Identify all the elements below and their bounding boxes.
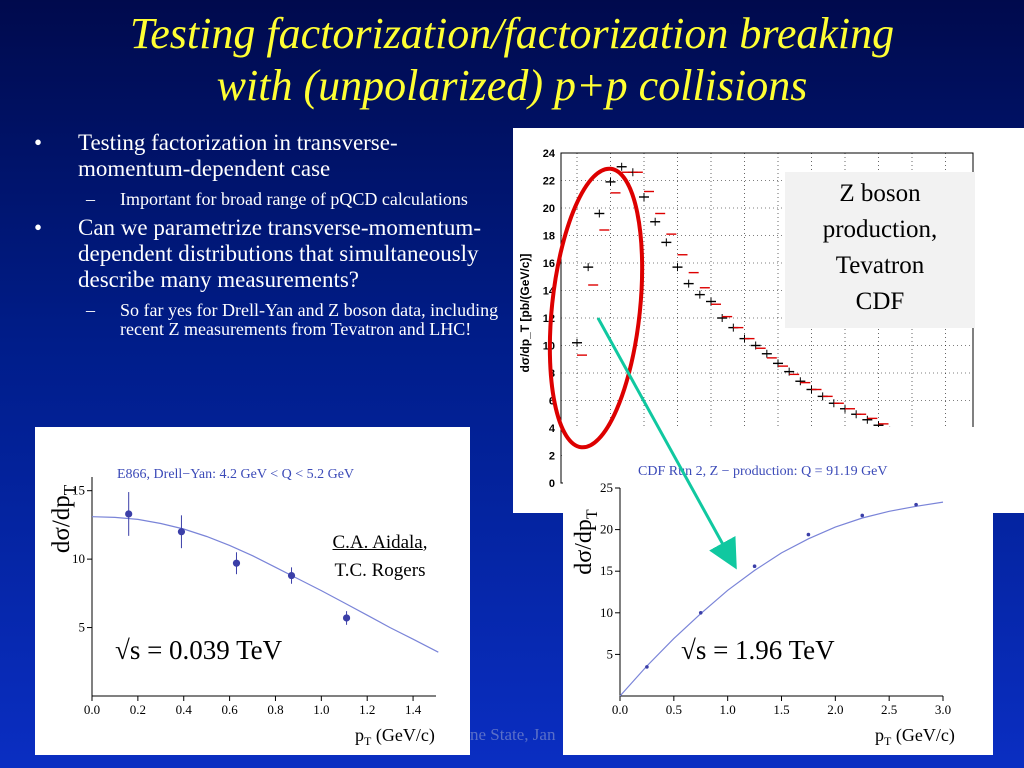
cdf-label-box: Z boson production, Tevatron CDF: [785, 172, 975, 328]
x-tick-label: 1.5: [773, 702, 789, 717]
bullet-2-text: Can we parametrize transverse-momentum-d…: [78, 215, 481, 292]
bullet-dot: •: [34, 215, 43, 240]
data-point: [806, 532, 811, 537]
sub-bullet-2-text: So far yes for Drell-Yan and Z boson dat…: [120, 300, 499, 339]
title-line-2: with (unpolarized) p+p collisions: [216, 61, 808, 110]
y-tick-label: 15: [72, 483, 85, 498]
y-tick-label: 10: [600, 605, 613, 620]
root-y-tick-label: 6: [549, 396, 555, 408]
data-point: [342, 614, 351, 622]
bullet-list: • Testing factorization in transverse-mo…: [30, 130, 500, 345]
root-y-tick-label: 16: [543, 258, 555, 270]
data-point: [752, 564, 757, 569]
drell-yan-title: E866, Drell−Yan: 4.2 GeV < Q < 5.2 GeV: [117, 467, 354, 482]
drell-yan-annotation: √s = 0.039 TeV: [115, 635, 283, 665]
x-tick-label: 2.0: [827, 702, 843, 717]
data-point: [698, 611, 703, 615]
x-tick-label: 2.5: [881, 702, 897, 717]
y-tick-label: 5: [607, 646, 614, 661]
data-point: [287, 571, 296, 580]
x-tick-label: 1.0: [313, 702, 329, 717]
cdf-label-line-1: Z boson: [839, 180, 921, 207]
root-y-tick-label: 4: [549, 423, 556, 435]
fit-curve: [619, 501, 944, 697]
x-tick-label: 0.0: [612, 702, 628, 717]
root-y-tick-label: 2: [549, 451, 555, 463]
y-tick-label: 15: [600, 563, 613, 578]
drell-yan-plot: E866, Drell−Yan: 4.2 GeV < Q < 5.2 GeV 0…: [48, 467, 439, 748]
data-point: [125, 510, 133, 518]
x-tick-label: 0.2: [130, 702, 146, 717]
cdf-z-fit: [619, 501, 944, 697]
data-point: [645, 665, 649, 669]
cdf-label-line-3: Tevatron: [835, 252, 925, 279]
root-y-tick-label: 20: [543, 203, 555, 215]
x-tick-label: 0.4: [176, 702, 193, 717]
y-tick-label: 5: [79, 620, 86, 635]
x-tick-label: 1.2: [359, 702, 375, 717]
root-y-label: dσ/dp_T [pb/(GeV/c)]: [518, 254, 532, 373]
drell-yan-panel: E866, Drell−Yan: 4.2 GeV < Q < 5.2 GeV 0…: [35, 427, 470, 755]
bullet-dot: •: [34, 130, 43, 155]
bullet-dash: –: [86, 300, 95, 320]
sub-bullet-2: – So far yes for Drell-Yan and Z boson d…: [86, 301, 500, 339]
x-tick-label: 1.0: [720, 702, 736, 717]
x-tick-label: 1.4: [405, 702, 422, 717]
drell-yan-y-label: dσ/dpT: [48, 484, 79, 553]
data-point: [860, 513, 865, 518]
bullet-dash: –: [86, 189, 95, 209]
fit-curve: [91, 516, 439, 653]
cdf-z-axes: 0.0 0.5 1.0 1.5 2.0 2.5 3.0 5 10 15 20 25: [600, 480, 951, 717]
bullet-1: • Testing factorization in transverse-mo…: [30, 130, 500, 182]
x-tick-label: 0.5: [666, 702, 682, 717]
sub-bullet-1-text: Important for broad range of pQCD calcul…: [120, 189, 468, 209]
root-y-tick-label: 14: [543, 286, 556, 298]
drell-yan-fit: [91, 516, 439, 653]
drell-yan-points: [125, 492, 351, 625]
y-tick-label: 25: [600, 480, 613, 495]
sub-bullet-1: – Important for broad range of pQCD calc…: [86, 190, 500, 209]
y-tick-label: 10: [72, 551, 85, 566]
root-y-tick-label: 22: [543, 176, 555, 188]
cdf-z-plot: CDF Run 2, Z − production: Q = 91.19 GeV…: [571, 464, 955, 748]
cdf-z-annotation: √s = 1.96 TeV: [681, 635, 835, 665]
credit-separator: ,: [422, 532, 428, 553]
cdf-z-title: CDF Run 2, Z − production: Q = 91.19 GeV: [638, 464, 888, 479]
title-line-1: Testing factorization/factorization brea…: [129, 9, 895, 58]
data-point: [232, 559, 241, 567]
root-y-tick-label: 12: [543, 313, 555, 325]
credit-name-2: T.C. Rogers: [334, 560, 426, 581]
data-point: [914, 502, 918, 507]
credit-name-1: C.A. Aidala: [332, 532, 423, 553]
cdf-z-panel: CDF Run 2, Z − production: Q = 91.19 GeV…: [563, 427, 993, 755]
x-tick-label: 3.0: [935, 702, 951, 717]
x-tick-label: 0.8: [267, 702, 283, 717]
root-y-tick-label: 8: [549, 368, 555, 380]
data-point: [177, 528, 186, 536]
cdf-z-points: [645, 502, 918, 669]
cdf-label-line-2: production,: [822, 216, 938, 243]
cdf-label-line-4: CDF: [855, 288, 905, 315]
root-y-tick-label: 10: [543, 341, 555, 353]
root-y-tick-label: 0: [549, 478, 555, 490]
y-tick-label: 20: [600, 522, 613, 537]
author-credit: C.A. Aidala, T.C. Rogers: [300, 529, 460, 585]
root-y-tick-label: 18: [543, 231, 555, 243]
slide-footer: ne State, Jan: [470, 725, 556, 744]
bullet-2: • Can we parametrize transverse-momentum…: [30, 215, 500, 293]
drell-yan-axes: 0.0 0.2 0.4 0.6 0.8 1.0 1.2 1.4 5 10 15: [72, 477, 436, 717]
cdf-z-y-label: dσ/dpT: [571, 509, 601, 575]
root-y-tick-label: 24: [543, 148, 556, 160]
cdf-z-x-label: pT (GeV/c): [875, 725, 955, 748]
bullet-1-text: Testing factorization in transverse-mome…: [78, 130, 398, 181]
x-tick-label: 0.0: [84, 702, 100, 717]
slide-title: Testing factorization/factorization brea…: [0, 8, 1024, 112]
drell-yan-x-label: pT (GeV/c): [355, 725, 435, 748]
x-tick-label: 0.6: [221, 702, 238, 717]
